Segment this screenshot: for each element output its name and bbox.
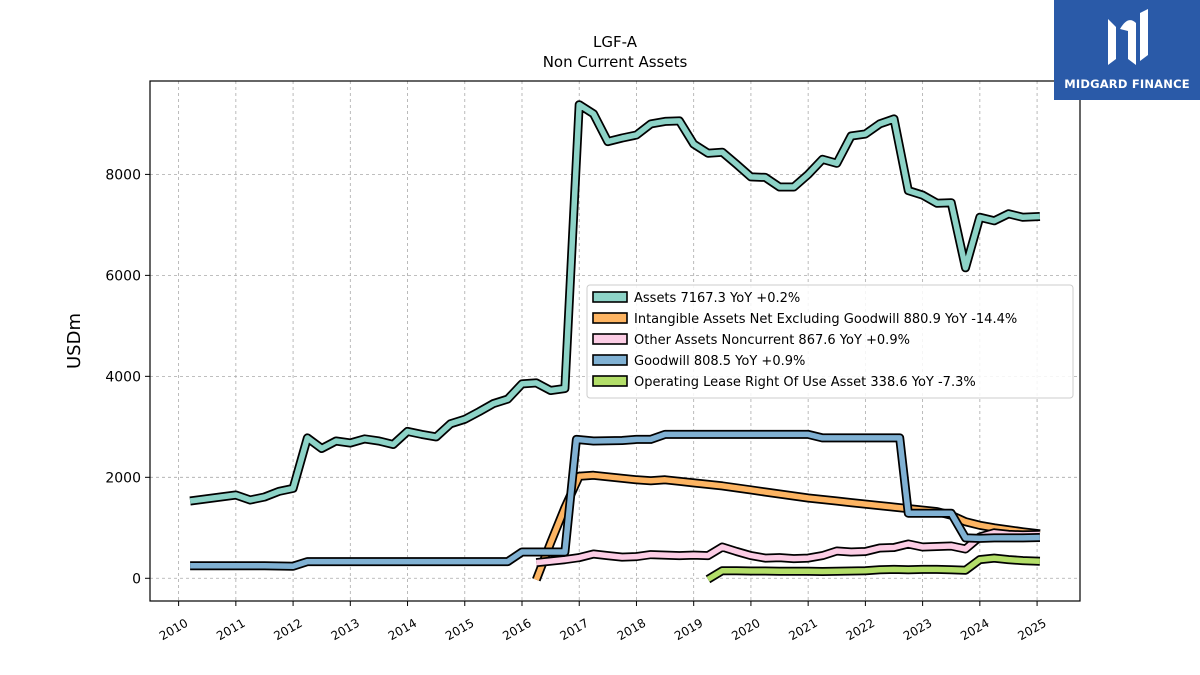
series-line — [190, 431, 1040, 569]
x-tick-label: 2018 — [615, 616, 648, 643]
y-tick-label: 4000 — [105, 369, 141, 385]
x-tick-label: 2014 — [386, 616, 419, 643]
legend-label: Operating Lease Right Of Use Asset 338.6… — [634, 375, 976, 390]
legend-label: Goodwill 808.5 YoY +0.9% — [634, 354, 805, 369]
x-tick-label: 2024 — [958, 616, 991, 643]
x-tick-label: 2013 — [329, 616, 362, 643]
x-tick-label: 2011 — [214, 616, 247, 643]
series-line — [536, 530, 1040, 566]
legend-entry: Other Assets Noncurrent 867.6 YoY +0.9% — [592, 333, 910, 348]
x-tick-label: 2010 — [157, 616, 190, 643]
brand-name: MIDGARD FINANCE — [1064, 77, 1190, 91]
chart-subtitle: Non Current Assets — [543, 53, 688, 71]
x-tick-label: 2017 — [558, 616, 591, 643]
x-tick-label: 2025 — [1015, 616, 1048, 643]
legend-swatch — [592, 354, 628, 366]
chart-title: LGF-A — [593, 33, 638, 51]
legend-box — [586, 284, 1074, 399]
legend-swatch — [592, 291, 628, 303]
series-5 — [705, 553, 1041, 584]
x-tick-label: 2023 — [901, 616, 934, 643]
legend-swatch — [592, 333, 628, 345]
legend-swatch — [592, 312, 628, 324]
y-axis: 0 2000 4000 6000 8000 — [105, 167, 150, 587]
brand-mark-icon — [1108, 9, 1148, 65]
legend-label: Intangible Assets Net Excluding Goodwill… — [634, 312, 1017, 327]
x-tick-label: 2015 — [443, 616, 476, 643]
series-1 — [189, 100, 1041, 506]
x-tick-label: 2012 — [271, 616, 304, 643]
series-3 — [535, 528, 1041, 568]
legend-entry: Assets 7167.3 YoY +0.2% — [592, 291, 800, 306]
series-4 — [190, 429, 1041, 571]
legend-swatch — [592, 375, 628, 387]
x-tick-label: 2019 — [672, 616, 705, 643]
y-axis-label: USDm — [64, 313, 85, 369]
legend-entry: Operating Lease Right Of Use Asset 338.6… — [592, 375, 976, 390]
legend-entry: Goodwill 808.5 YoY +0.9% — [592, 354, 805, 369]
x-tick-label: 2020 — [729, 616, 762, 643]
legend-label: Assets 7167.3 YoY +0.2% — [634, 291, 800, 306]
x-tick-label: 2022 — [844, 616, 877, 643]
y-tick-label: 0 — [132, 571, 141, 587]
series-line — [706, 555, 1040, 582]
brand-logo: MIDGARD FINANCE — [1054, 0, 1200, 100]
legend-entry: Intangible Assets Net Excluding Goodwill… — [592, 312, 1017, 327]
plot-frame — [149, 80, 1081, 602]
x-tick-label: 2021 — [786, 616, 819, 643]
series-layer — [189, 100, 1041, 584]
legend-label: Other Assets Noncurrent 867.6 YoY +0.9% — [634, 333, 910, 348]
y-tick-label: 8000 — [105, 167, 141, 183]
x-tick-label: 2016 — [500, 616, 533, 643]
legend: Assets 7167.3 YoY +0.2% Intangible Assets… — [586, 284, 1074, 399]
x-axis: 2010 2011 2012 2013 2014 2015 2016 2017 2018 2019… — [157, 601, 1049, 643]
series-line — [189, 101, 1041, 504]
y-tick-label: 6000 — [105, 268, 141, 284]
y-tick-label: 2000 — [105, 470, 141, 486]
